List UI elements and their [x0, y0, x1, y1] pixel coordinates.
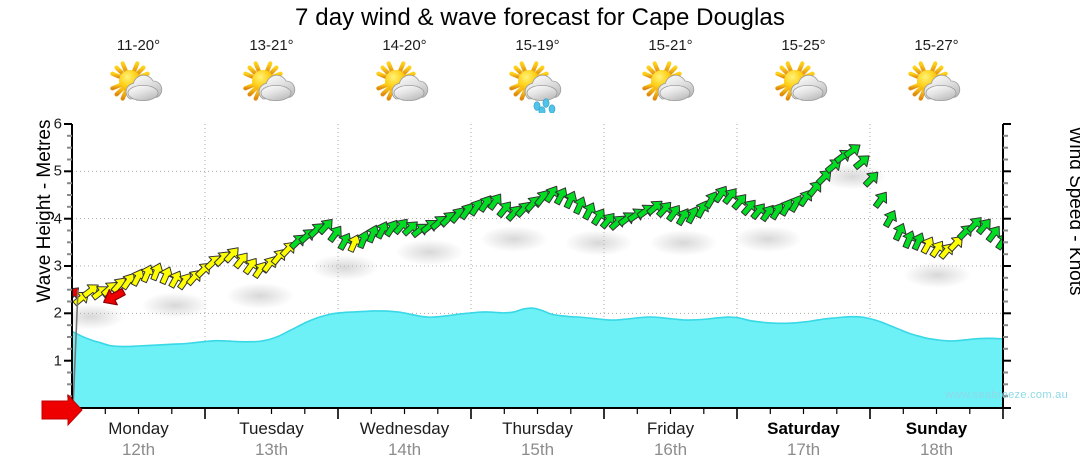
day-header-tuesday: 13-21° [205, 37, 338, 120]
day-footer-wednesday: Wednesday 14th [338, 418, 471, 461]
day-header-sunday: 15-27° [870, 37, 1003, 120]
left-y-tick-5: 5 [53, 162, 62, 180]
day-header-monday: 11-20° [72, 37, 205, 120]
page-title: 7 day wind & wave forecast for Cape Doug… [295, 4, 785, 31]
day-footer-monday: Monday 12th [72, 418, 205, 461]
temperature-range: 11-20° [116, 37, 161, 54]
temperature-range: 15-19° [515, 37, 560, 54]
day-name: Wednesday [359, 419, 450, 438]
right-axis-title: Wind Speed - Knots [1065, 126, 1080, 296]
forecast-plot-svg [72, 124, 1003, 408]
day-date: 15th [520, 440, 555, 460]
day-name: Tuesday [239, 419, 304, 438]
sun-behind-cloud-icon [906, 59, 966, 113]
day-name: Sunday [905, 419, 968, 438]
day-date: 17th [786, 440, 821, 460]
day-header-wednesday: 14-20° [338, 37, 471, 120]
left-y-tick-3: 3 [53, 257, 62, 275]
temperature-range: 13-21° [249, 37, 294, 54]
day-name: Thursday [502, 419, 573, 438]
day-footer-tuesday: Tuesday 13th [205, 418, 338, 461]
left-y-tick-4: 4 [53, 210, 62, 228]
day-date: 12th [121, 440, 156, 460]
watermark: www.seabreeze.com.au [945, 389, 1068, 401]
day-date: 16th [653, 440, 688, 460]
day-name: Monday [108, 419, 169, 438]
day-footer-saturday: Saturday 17th [737, 418, 870, 461]
day-header-thursday: 15-19° [471, 37, 604, 120]
plot-area: 0123456051015202530 [54, 116, 1003, 417]
sun-behind-rain-cloud-icon [507, 59, 567, 116]
left-y-tick-1: 1 [53, 352, 62, 370]
day-footer-thursday: Thursday 15th [471, 418, 604, 461]
temperature-range: 15-27° [914, 37, 959, 54]
temperature-range: 14-20° [382, 37, 427, 54]
temperature-range: 15-25° [781, 37, 826, 54]
day-date: 18th [919, 440, 954, 460]
day-footer-strip: Monday 12th Tuesday 13th Wednesday 14th Thursd… [72, 418, 1003, 461]
day-date: 13th [254, 440, 289, 460]
sun-behind-cloud-icon [374, 59, 434, 113]
day-date: 14th [387, 440, 422, 460]
day-footer-friday: Friday 16th [604, 418, 737, 461]
day-header-strip: 11-20° 13-21° [72, 37, 1003, 120]
sun-behind-cloud-icon [241, 59, 301, 113]
left-y-tick-0: 0 [53, 399, 62, 417]
day-header-friday: 15-21° [604, 37, 737, 120]
day-name: Saturday [767, 419, 840, 438]
temperature-range: 15-21° [648, 37, 693, 54]
left-y-tick-6: 6 [53, 115, 62, 133]
day-name: Friday [646, 419, 695, 438]
left-y-tick-2: 2 [53, 304, 62, 322]
day-header-saturday: 15-25° [737, 37, 870, 120]
sun-behind-cloud-icon [108, 59, 168, 113]
sun-behind-cloud-icon [640, 59, 700, 113]
day-footer-sunday: Sunday 18th [870, 418, 1003, 461]
sun-behind-cloud-icon [773, 59, 833, 113]
